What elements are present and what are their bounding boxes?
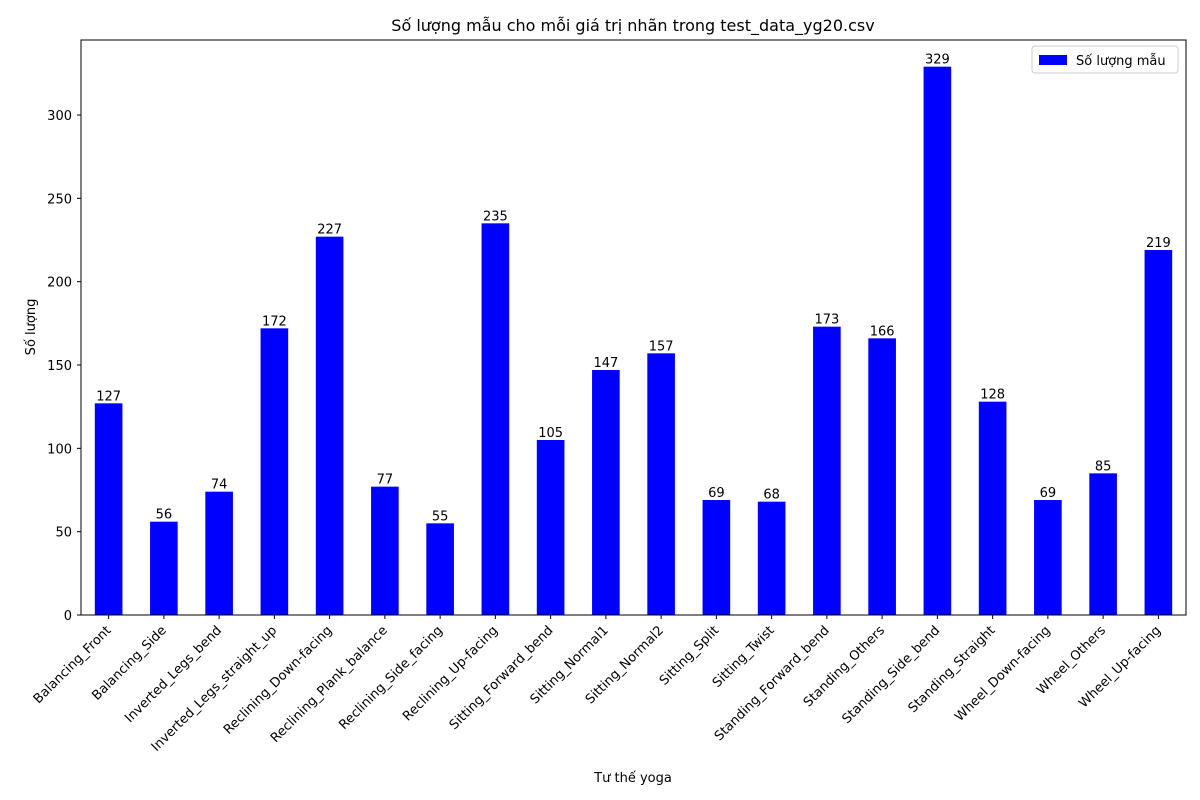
bar-Sitting_Normal2: [647, 353, 675, 615]
x-tick-label-Reclining_Plank_balance: Reclining_Plank_balance: [268, 623, 391, 746]
y-tick-label: 50: [55, 526, 72, 541]
bar-Wheel_Up-facing: [1144, 250, 1173, 615]
value-label-Reclining_Plank_balance: 77: [377, 473, 394, 488]
bar-Sitting_Twist: [757, 501, 786, 615]
bar-Sitting_Split: [702, 500, 731, 615]
x-tick-label-Reclining_Up-facing: Reclining_Up-facing: [400, 623, 501, 724]
y-tick-label: 0: [64, 609, 72, 624]
value-label-Sitting_Normal1: 147: [593, 356, 618, 371]
y-tick-label: 300: [47, 109, 72, 124]
bar-Reclining_Side_facing: [426, 523, 454, 615]
value-label-Standing_Others: 166: [870, 324, 895, 339]
value-label-Wheel_Others: 85: [1095, 459, 1112, 474]
bar-Standing_Forward_bend: [813, 326, 841, 615]
value-label-Wheel_Up-facing: 219: [1146, 236, 1171, 251]
x-tick-label-Reclining_Down-facing: Reclining_Down-facing: [221, 623, 336, 738]
bar-Standing_Straight: [978, 401, 1007, 615]
plot-area: 127 56 74 172 227 77 55 235 105 147 157 69 68 173 166 3…: [31, 39, 1187, 755]
value-label-Wheel_Down-facing: 69: [1040, 486, 1057, 501]
value-label-Inverted_Legs_bend: 74: [211, 478, 228, 493]
bar-Wheel_Down-facing: [1034, 500, 1062, 615]
bar-Balancing_Front: [94, 403, 123, 615]
x-tick-label-Wheel_Down-facing: Wheel_Down-facing: [952, 623, 1053, 724]
value-label-Sitting_Normal2: 157: [649, 339, 674, 354]
value-label-Standing_Side_bend: 329: [925, 53, 950, 68]
chart-title: Số lượng mẫu cho mỗi giá trị nhãn trong …: [391, 16, 874, 36]
bar-Sitting_Forward_bend: [536, 440, 565, 615]
bar-Standing_Others: [868, 338, 896, 615]
bar-Wheel_Others: [1089, 473, 1117, 615]
value-label-Balancing_Front: 127: [96, 389, 121, 404]
value-label-Sitting_Forward_bend: 105: [538, 426, 563, 441]
value-label-Sitting_Split: 69: [708, 486, 725, 501]
y-tick-label: 250: [47, 192, 72, 207]
y-axis-label: Số lượng: [24, 299, 39, 356]
value-label-Standing_Forward_bend: 173: [814, 313, 839, 328]
bar-Reclining_Plank_balance: [371, 486, 399, 615]
plot-frame: [80, 39, 1187, 616]
bar-Inverted_Legs_straight_up: [260, 328, 289, 615]
legend: Số lượng mẫu: [1031, 45, 1179, 74]
x-tick-label-Inverted_Legs_bend: Inverted_Legs_bend: [122, 623, 225, 726]
value-label-Inverted_Legs_straight_up: 172: [262, 314, 287, 329]
y-tick-label: 100: [47, 442, 72, 457]
value-label-Reclining_Side_facing: 55: [432, 509, 449, 524]
x-axis-label: Tư thế yoga: [593, 771, 672, 786]
x-tick-label-Reclining_Side_facing: Reclining_Side_facing: [336, 623, 446, 733]
value-label-Sitting_Twist: 68: [763, 488, 780, 503]
value-label-Reclining_Down-facing: 227: [317, 223, 342, 238]
y-tick-label: 200: [47, 276, 72, 291]
bar-Sitting_Normal1: [592, 370, 620, 615]
x-tick-label-Standing_Side_bend: Standing_Side_bend: [839, 623, 943, 727]
x-tick-label-Standing_Forward_bend: Standing_Forward_bend: [712, 623, 833, 744]
y-tick-label: 150: [47, 359, 72, 374]
bar-Reclining_Up-facing: [481, 223, 510, 616]
legend-label: Số lượng mẫu: [1076, 54, 1166, 69]
value-label-Reclining_Up-facing: 235: [483, 209, 508, 224]
x-tick-label-Sitting_Forward_bend: Sitting_Forward_bend: [447, 623, 557, 733]
bar-Balancing_Side: [150, 521, 178, 615]
bar-Standing_Side_bend: [923, 66, 952, 615]
legend-swatch: [1039, 55, 1067, 65]
value-label-Standing_Straight: 128: [980, 388, 1005, 403]
bar-Inverted_Legs_bend: [205, 491, 233, 615]
value-label-Balancing_Side: 56: [156, 508, 173, 523]
legend-box: [1031, 45, 1179, 74]
bar-Reclining_Down-facing: [315, 236, 344, 615]
